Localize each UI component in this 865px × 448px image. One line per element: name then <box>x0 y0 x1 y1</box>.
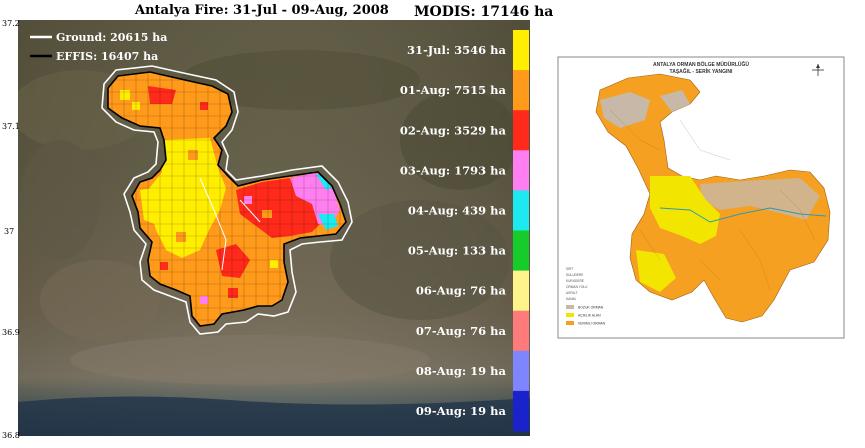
perimeter-legend: Ground: 20615 ha EFFIS: 16407 ha <box>30 31 167 63</box>
daily-burn-label: 05-Aug: 133 ha <box>408 244 507 258</box>
lat-tick-label: 36.9 <box>2 328 20 337</box>
daily-burn-label: 04-Aug: 439 ha <box>408 203 507 217</box>
inset-area-label: VERIMLİ ORMAN <box>578 321 606 326</box>
colorbar-segment <box>513 310 529 352</box>
colorbar-segment <box>513 110 529 151</box>
inset-forest-map: ANTALYA ORMAN BÖLGE MÜDÜRLÜĞÜ TAŞAĞIL - … <box>557 56 845 339</box>
inset-subtitle: TAŞAĞIL - SERİK YANGINI <box>670 67 733 75</box>
inset-line-legend-item: SULUDERE <box>566 273 583 277</box>
inset-area-swatch <box>566 305 574 309</box>
colorbar-segment <box>513 230 529 272</box>
north-arrow-icon <box>812 64 824 76</box>
lat-tick-label: 36.8 <box>2 431 20 440</box>
colorbar-segment <box>513 190 529 231</box>
inset-line-legend-item: ORMAN YOLU <box>566 285 588 289</box>
daily-burn-colorbar <box>513 30 529 432</box>
daily-burn-label: 03-Aug: 1793 ha <box>400 163 507 177</box>
inset-line-legend-item: ASFALT <box>566 291 578 295</box>
colorbar-segment <box>513 30 529 71</box>
daily-burn-label: 08-Aug: 19 ha <box>416 364 507 378</box>
colorbar-segment <box>513 350 529 392</box>
daily-burn-label: 06-Aug: 76 ha <box>416 284 507 298</box>
inset-title: ANTALYA ORMAN BÖLGE MÜDÜRLÜĞÜ <box>653 60 749 68</box>
daily-burn-label: 02-Aug: 3529 ha <box>400 123 507 137</box>
map-title: Antalya Fire: 31-Jul - 09-Aug, 2008 <box>134 3 389 18</box>
inset-line-legend-item: KURUDERE <box>566 279 584 283</box>
daily-burn-label: 01-Aug: 7515 ha <box>400 83 507 97</box>
colorbar-segment <box>513 70 529 111</box>
effis-perimeter <box>107 71 347 327</box>
inset-legend: SIRT SULUDERE KURUDERE ORMAN YOLU ASFALT… <box>566 267 606 326</box>
daily-burn-label: 07-Aug: 76 ha <box>416 324 507 338</box>
lat-tick-label: 37.1 <box>2 122 20 131</box>
lat-tick-label: 37.2 <box>2 19 20 28</box>
inset-area-label: AÇIKLIK ALAN <box>578 314 601 318</box>
inset-line-legend-item: KANAL <box>566 297 577 301</box>
colorbar-segment <box>513 390 529 432</box>
lat-tick-label: 37 <box>4 227 14 236</box>
colorbar-segment <box>513 150 529 191</box>
latitude-axis: 37.2 37.1 37 36.9 36.8 <box>2 19 20 440</box>
ground-legend-label: Ground: 20615 ha <box>56 31 167 44</box>
inset-area-label: BOZUK ORMAN <box>578 306 604 310</box>
daily-burn-label: 09-Aug: 19 ha <box>416 404 507 418</box>
inset-area-swatch <box>566 313 574 317</box>
modis-area-label: MODIS: 17146 ha <box>414 4 553 20</box>
inset-area-swatch <box>566 321 574 325</box>
effis-legend-label: EFFIS: 16407 ha <box>56 50 158 63</box>
ground-perimeter <box>101 65 353 335</box>
inset-line-legend-item: SIRT <box>566 267 573 271</box>
daily-burn-labels: 31-Jul: 3546 ha 01-Aug: 7515 ha 02-Aug: 35… <box>400 43 507 418</box>
daily-burn-label: 31-Jul: 3546 ha <box>407 43 507 57</box>
colorbar-segment <box>513 270 529 312</box>
